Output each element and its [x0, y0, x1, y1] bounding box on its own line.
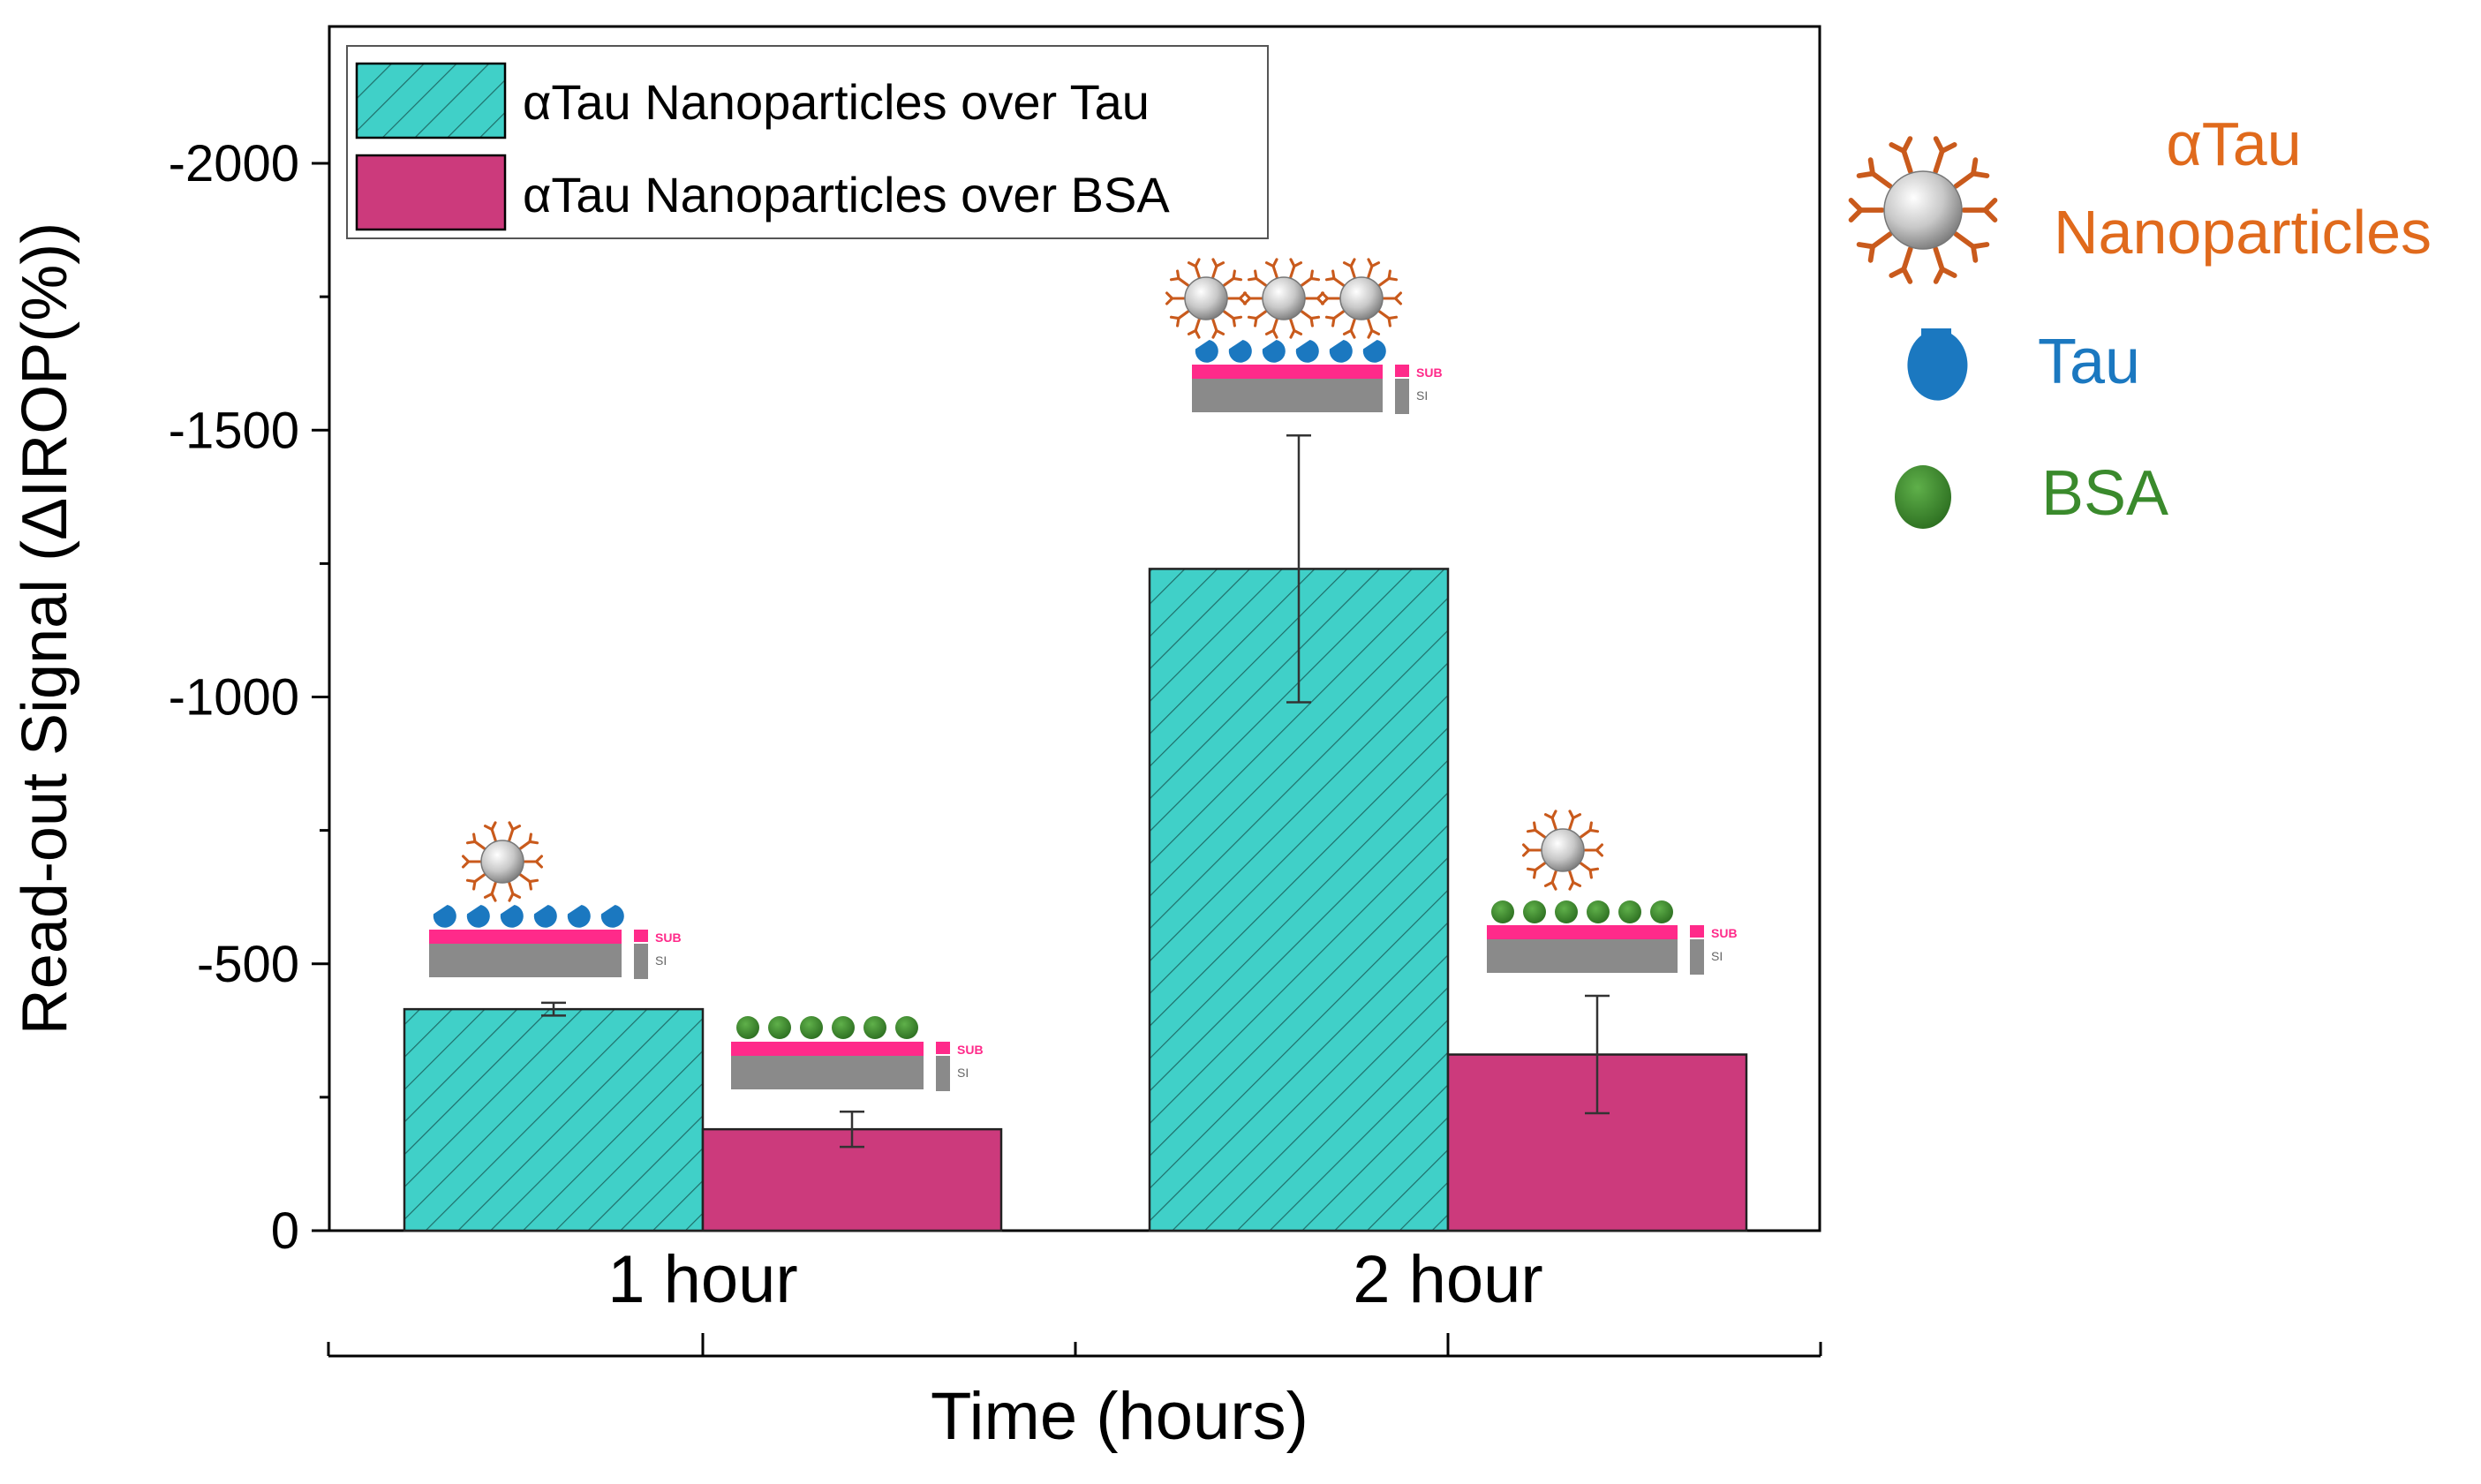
sub-layer: [1487, 925, 1678, 939]
si-legend-swatch: [1690, 939, 1704, 975]
legend: αTau Nanoparticles over Tau αTau Nanopar…: [346, 45, 1269, 239]
tau-protein: [1195, 340, 1218, 363]
legend-swatch-bsa: [355, 154, 507, 231]
bsa-protein: [1555, 900, 1578, 923]
bars: [403, 568, 1748, 1232]
sub-label: SUB: [1416, 365, 1443, 380]
y-axis-title: Read-out Signal (ΔIROP(%)): [10, 222, 80, 1035]
tau-protein: [1262, 340, 1286, 363]
bsa-protein: [832, 1016, 855, 1039]
bsa-protein: [895, 1016, 918, 1039]
side-legend: αTau Nanoparticles Tau BSA: [1848, 109, 2432, 529]
tau-protein: [1362, 340, 1386, 363]
substrate-stack: SUB SI: [1192, 365, 1443, 414]
nanoparticle-icon: [1242, 258, 1325, 339]
si-legend-swatch: [634, 944, 648, 979]
tau-protein: [600, 905, 624, 928]
sub-legend-swatch: [634, 930, 648, 942]
si-label: SI: [957, 1066, 969, 1080]
bsa-sphere-icon: [1895, 465, 1951, 529]
nanoparticle-label-line1: αTau: [2166, 109, 2301, 178]
tau-protein: [1329, 340, 1353, 363]
sub-legend-swatch: [1690, 925, 1704, 938]
si-layer: [429, 944, 622, 977]
bar-tau-1: [403, 1007, 705, 1232]
y-tick-label: -1500: [169, 402, 299, 459]
si-layer: [731, 1056, 924, 1089]
nanoparticle-legend-icon: [1848, 136, 1998, 284]
x-axis: 1 hour 2 hour: [327, 1242, 1822, 1358]
error-bars: [541, 434, 1610, 1149]
legend-label-tau: αTau Nanoparticles over Tau: [523, 74, 1150, 130]
y-tick-label: -1000: [169, 669, 299, 727]
bsa-protein: [736, 1016, 759, 1039]
substrate-stack: SUB SI: [1487, 925, 1738, 975]
sub-label: SUB: [655, 930, 682, 945]
nanoparticle-icon: [461, 821, 544, 902]
x-axis-title: Time (hours): [931, 1379, 1308, 1454]
plot-frame: [328, 25, 1821, 1232]
sub-label: SUB: [1711, 926, 1738, 940]
bsa-protein: [1523, 900, 1546, 923]
y-axis: 0 -500 -1000 -1500 -2000: [169, 135, 329, 1260]
si-label: SI: [1711, 949, 1723, 963]
si-legend-swatch: [1395, 379, 1409, 414]
nanoparticle-icon: [1165, 258, 1248, 339]
legend-label-bsa: αTau Nanoparticles over BSA: [523, 167, 1170, 222]
bsa-protein: [863, 1016, 886, 1039]
si-layer: [1487, 939, 1678, 973]
x-tick-label: 1 hour: [607, 1242, 798, 1317]
si-label: SI: [1416, 388, 1428, 403]
inset-2h-tau: SUB SI: [1165, 258, 1443, 414]
tau-protein: [466, 905, 490, 928]
tau-protein: [567, 905, 591, 928]
x-tick-label: 2 hour: [1353, 1242, 1543, 1317]
sub-layer: [429, 930, 622, 944]
y-tick-label: -2000: [169, 135, 299, 192]
tau-protein: [500, 905, 524, 928]
substrate-stack: SUB SI: [731, 1042, 984, 1091]
nanoparticle-label-line2: Nanoparticles: [2054, 198, 2432, 267]
tau-drop-icon-cap: [1921, 328, 1951, 341]
nanoparticle-icon: [1848, 136, 1998, 284]
tau-label: Tau: [2038, 327, 2140, 397]
bsa-protein: [1650, 900, 1673, 923]
tau-protein: [1295, 340, 1319, 363]
legend-swatch-tau: [355, 62, 507, 139]
schematic-insets: SUB SI SUB SI SUB SI SUB SI: [429, 258, 1738, 1091]
y-tick-label: -500: [197, 936, 299, 993]
inset-1h-bsa: SUB SI: [731, 1016, 984, 1091]
inset-1h-tau: SUB SI: [429, 821, 682, 979]
bsa-protein: [1491, 900, 1514, 923]
bsa-protein: [1618, 900, 1641, 923]
sub-layer: [1192, 365, 1383, 379]
si-legend-swatch: [936, 1056, 950, 1091]
substrate-stack: SUB SI: [429, 930, 682, 979]
inset-2h-bsa: SUB SI: [1487, 810, 1738, 975]
tau-drop-icon: [1907, 332, 1968, 401]
bsa-protein: [768, 1016, 791, 1039]
tau-protein: [1228, 340, 1252, 363]
bsa-label: BSA: [2041, 458, 2168, 529]
sub-layer: [731, 1042, 924, 1056]
y-tick-label: 0: [271, 1202, 299, 1260]
nanoparticle-icon: [1521, 810, 1604, 891]
tau-protein: [533, 905, 557, 928]
tau-protein: [433, 905, 456, 928]
nanoparticle-icon: [1320, 258, 1403, 339]
bsa-protein: [1587, 900, 1610, 923]
sub-legend-swatch: [1395, 365, 1409, 377]
si-label: SI: [655, 953, 667, 968]
bsa-protein: [800, 1016, 823, 1039]
sub-legend-swatch: [936, 1042, 950, 1054]
si-layer: [1192, 379, 1383, 412]
sub-label: SUB: [957, 1043, 984, 1057]
